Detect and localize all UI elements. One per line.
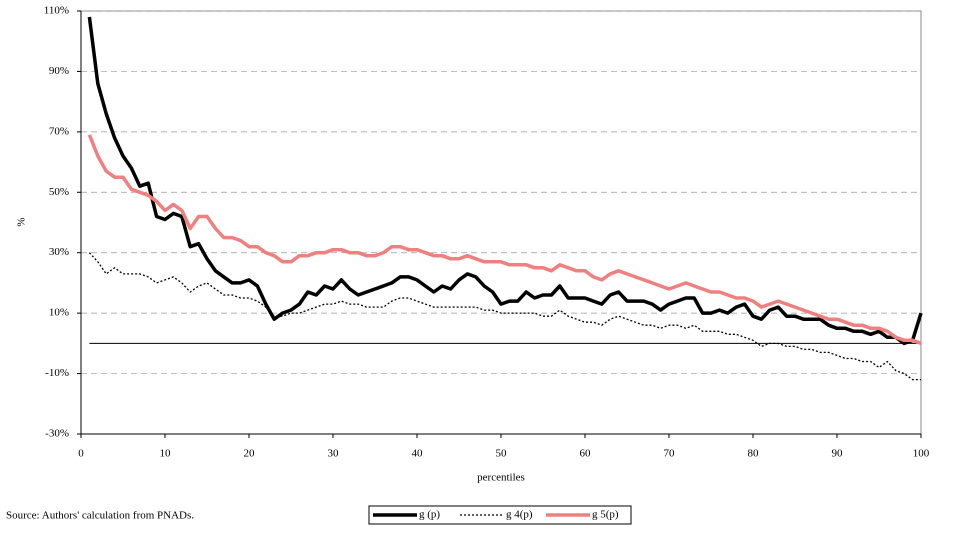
y-tick-label: 30% [49,246,69,258]
x-tick-label: 40 [412,448,424,460]
y-tick-label: -30% [45,428,69,440]
y-tick-label: 110% [44,5,69,17]
x-tick-label: 0 [78,448,84,460]
x-axis-label: percentiles [477,472,525,484]
x-tick-label: 90 [832,448,844,460]
y-tick-label: -10% [45,367,69,379]
y-tick-label: 90% [49,65,69,77]
y-tick-label: 70% [49,125,69,137]
x-tick-label: 100 [913,448,930,460]
y-tick-label: 50% [49,186,69,198]
series-line [88,252,921,381]
series-line [87,134,922,346]
x-tick-label: 70 [664,448,676,460]
y-tick-label: 10% [49,307,69,319]
y-axis-label: % [16,217,28,226]
legend-label: g (p) [419,509,440,521]
x-tick-label: 10 [160,448,172,460]
x-tick-label: 50 [496,448,508,460]
x-tick-label: 20 [244,448,256,460]
x-tick-label: 60 [580,448,592,460]
series-line [87,16,923,346]
plot-frame [80,10,922,435]
legend-label: g 4(p) [506,509,533,521]
x-tick-label: 30 [328,448,340,460]
source-note: Source: Authors' calculation from PNADs. [6,510,194,522]
x-tick-label: 80 [748,448,760,460]
legend-label: g 5(p) [592,509,619,521]
